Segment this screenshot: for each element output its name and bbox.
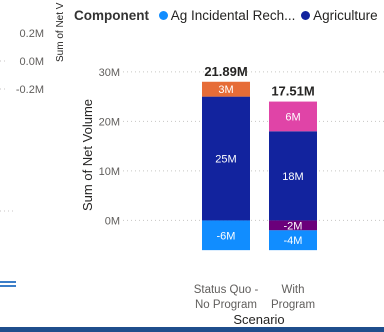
x-category-label: Status Quo - <box>194 284 259 296</box>
bar-segment <box>202 220 250 251</box>
bar-total-label: 17.51M <box>271 84 314 99</box>
bar-total-label: 21.89M <box>204 64 247 79</box>
x-category-label: With <box>282 284 305 296</box>
y-tick-label: 30M <box>99 67 120 79</box>
x-category-label: Program <box>271 299 315 311</box>
legend-swatch-agriculture <box>301 11 311 20</box>
bar-segment-label: -6M <box>217 230 236 242</box>
y-axis-title: Sum of Net Volume <box>80 99 95 211</box>
bar-segment-label: 25M <box>215 154 236 166</box>
bar-segment-label: -2M <box>284 220 303 232</box>
y-tick-label: 10M <box>99 166 120 178</box>
bar-segment-label: 18M <box>282 171 303 183</box>
legend: Component Ag Incidental Rech... Agricult… <box>74 8 378 23</box>
bar-segment <box>269 220 317 231</box>
legend-item-agriculture[interactable]: Agriculture <box>313 8 378 23</box>
bar-segment <box>202 81 250 97</box>
legend-swatch-ag-incidental <box>158 11 168 20</box>
left-axis-title: Sum of Net V <box>55 2 66 62</box>
bar-segment-label: 6M <box>285 111 300 123</box>
bar-segment-label: 3M <box>218 84 233 96</box>
x-axis-title: Scenario <box>233 312 284 327</box>
bar-segment-label: -4M <box>284 235 303 247</box>
y-tick-label: 20M <box>99 116 120 128</box>
legend-item-ag-incidental[interactable]: Ag Incidental Rech... <box>170 8 296 23</box>
menu-icon[interactable] <box>0 281 16 289</box>
legend-title: Component <box>74 8 149 23</box>
bottom-bar <box>0 327 384 332</box>
left-tick-label: -0.2M <box>16 84 44 96</box>
bar-segment <box>202 96 250 221</box>
left-tick-label: 0.2M <box>20 28 44 40</box>
y-tick-label: 0M <box>105 215 120 227</box>
bar-segment <box>269 131 317 221</box>
bar-segment <box>269 101 317 132</box>
bar-segment <box>269 230 317 251</box>
x-category-label: No Program <box>195 299 257 311</box>
left-tick-label: 0.0M <box>20 56 44 68</box>
